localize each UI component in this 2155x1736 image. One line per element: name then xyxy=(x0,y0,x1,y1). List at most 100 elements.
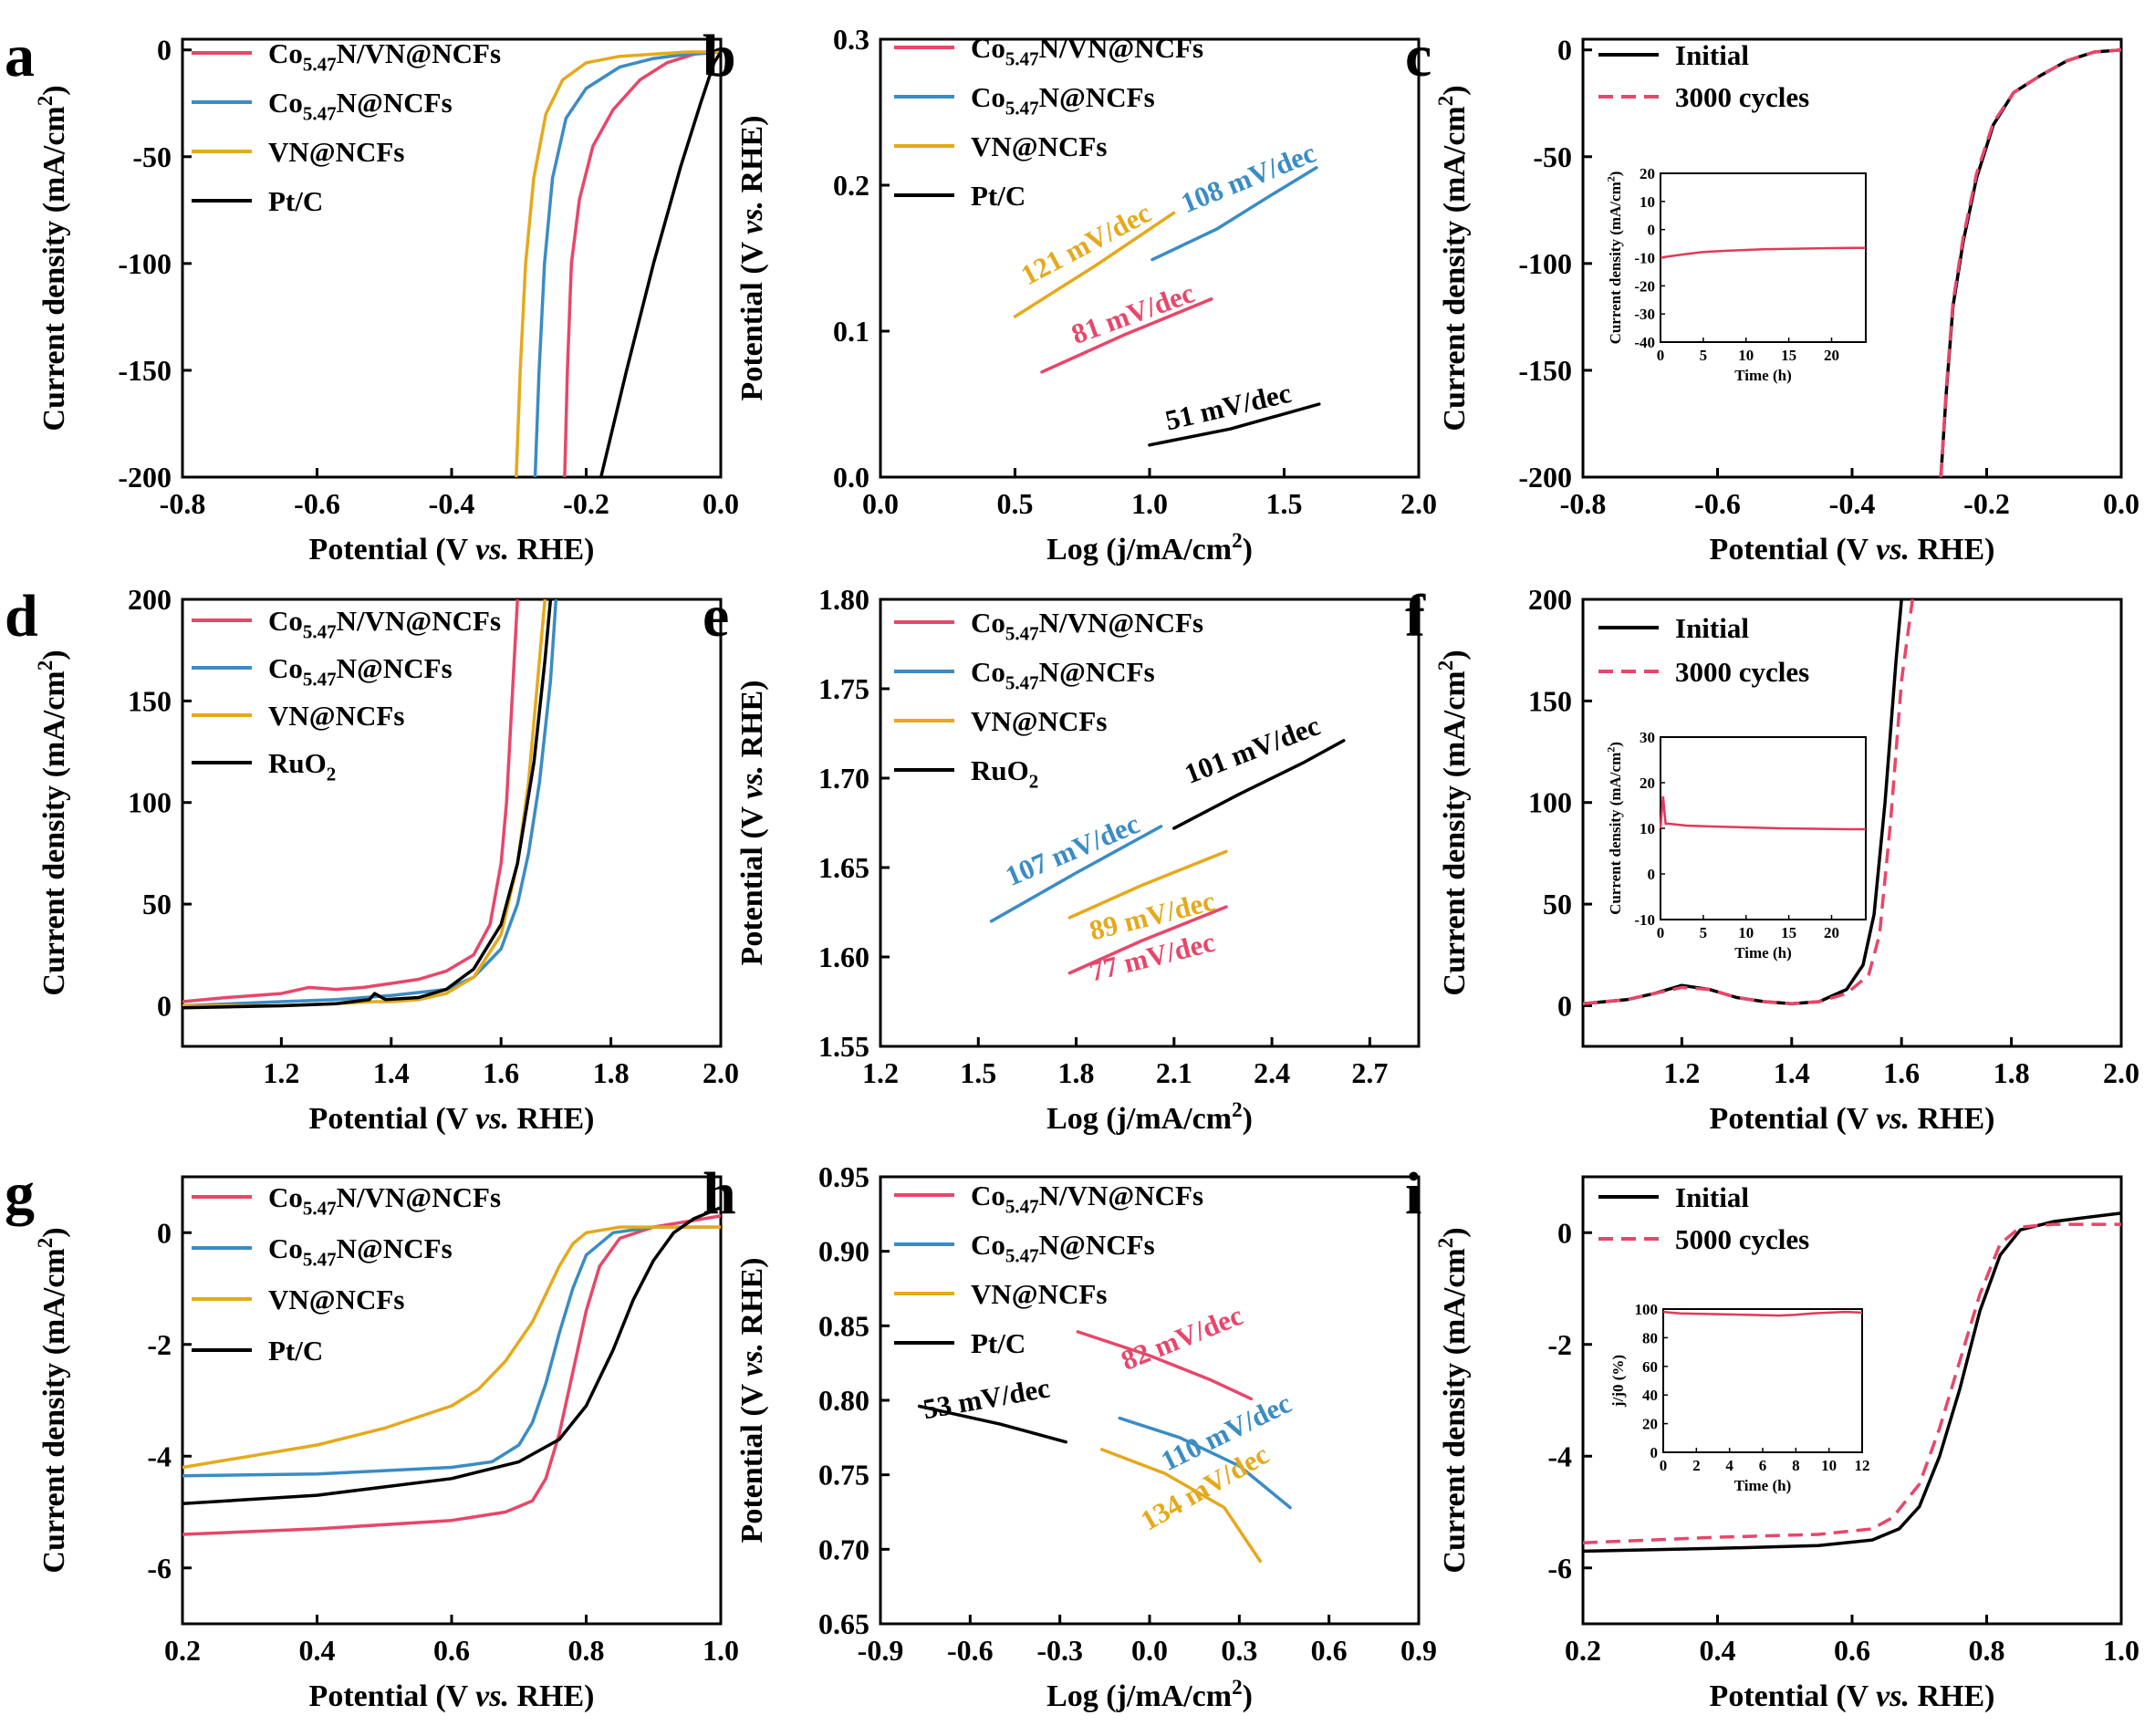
series-line-ruo2 xyxy=(182,599,553,1010)
y-tick-label: 0 xyxy=(157,989,172,1022)
panel-letter: h xyxy=(703,1160,736,1227)
panel-i: 0.2 0.4 0.6 0.8 1.0 0 -2 -4 -6 Potential (V vs. R… xyxy=(1405,1160,2139,1713)
y-tick-label: -2 xyxy=(1547,1328,1572,1361)
y-tick-label: 0.80 xyxy=(818,1384,869,1417)
x-tick-label: 1.6 xyxy=(483,1056,519,1089)
text-run: Potential (V xyxy=(1710,1102,1877,1136)
panel-b: 0.0 0.5 1.0 1.5 2.0 0.0 0.1 0.2 0.3 Log (j/mA/cm2… xyxy=(703,23,1437,567)
inset-y-tick-label: 30 xyxy=(1640,729,1655,746)
y-axis-label: Potential (V vs. RHE) xyxy=(735,681,769,966)
y-tick-label: 0.2 xyxy=(833,169,869,202)
text-run: 2 xyxy=(34,96,57,107)
legend-label: 3000 cycles xyxy=(1675,81,1809,113)
text-run: Current density (mA/ xyxy=(37,145,71,431)
text-run: 5000 cycles xyxy=(1675,1223,1809,1255)
panel-letter: c xyxy=(1405,23,1431,89)
text-run: RHE) xyxy=(735,116,769,202)
legend-label: Initial xyxy=(1675,612,1749,644)
y-axis-label: Current density (mA/cm2) xyxy=(34,650,71,995)
inset-x-tick-label: 5 xyxy=(1700,347,1708,364)
slope-annotation: 51 mV/dec xyxy=(1162,377,1295,437)
panel-letter: d xyxy=(5,583,38,650)
text-run: ) xyxy=(1243,1102,1253,1136)
text-run: cm xyxy=(1438,1248,1472,1287)
text-run: ) xyxy=(1243,533,1253,567)
y-axis-label: Current density (mA/cm2) xyxy=(1434,650,1472,995)
y-tick-label: -100 xyxy=(118,247,172,280)
legend-label: 3000 cycles xyxy=(1675,656,1809,688)
y-tick-label: -6 xyxy=(1547,1552,1572,1585)
text-run: N/VN@NCFs xyxy=(337,37,501,69)
text-run: RHE) xyxy=(1910,1679,1995,1713)
slope-annotation: 121 mV/dec xyxy=(1015,196,1156,291)
series-line-co5-47n-vn-ncfs xyxy=(182,599,519,1003)
inset-plot: 0 2 4 6 8 10 12 100 80 60 40 20 0 Time (h) j/j0 (%) xyxy=(1609,1301,1870,1494)
series-group xyxy=(1939,47,2121,477)
x-tick-label: 2.4 xyxy=(1254,1056,1290,1089)
text-run: 5.47 xyxy=(1005,623,1039,645)
inset-series-line xyxy=(1659,795,1866,831)
inset-y-tick-label: 10 xyxy=(1640,193,1655,211)
legend-label: Co5.47N@NCFs xyxy=(971,81,1155,120)
series-line-pt-c xyxy=(599,50,721,477)
x-axis-label: Potential (V vs. RHE) xyxy=(1710,533,1995,567)
inset-series-line xyxy=(1662,1310,1863,1317)
inset-x-tick-label: 4 xyxy=(1725,1457,1733,1474)
plot-frame xyxy=(181,598,723,1048)
text-run: ) xyxy=(1438,650,1472,660)
text-run: cm xyxy=(1192,533,1232,567)
text-run: N@NCFs xyxy=(1039,656,1155,688)
y-tick-label: 100 xyxy=(1528,786,1572,819)
text-run: N/VN@NCFs xyxy=(337,605,501,637)
panel-letter: i xyxy=(1405,1160,1421,1227)
panel-e: 1.2 1.5 1.8 2.1 2.4 2.7 1.55 1.60 1.65 1.70 1.75 1.… xyxy=(703,583,1421,1136)
x-axis-label: Potential (V vs. RHE) xyxy=(309,1679,595,1713)
text-run: Current density (mA/ xyxy=(37,1287,71,1573)
y-tick-label: 200 xyxy=(1528,583,1572,616)
x-tick-label: 2.7 xyxy=(1351,1056,1388,1089)
y-tick-label: 0.70 xyxy=(818,1533,869,1565)
y-tick-label: 200 xyxy=(128,583,172,616)
legend-label: RuO2 xyxy=(268,747,336,785)
text-run: 2 xyxy=(327,764,337,785)
x-tick-label: 1.8 xyxy=(593,1056,630,1089)
slope-annotation: 81 mV/dec xyxy=(1067,276,1199,350)
x-tick-label: 1.2 xyxy=(862,1056,899,1089)
slope-annotation: 53 mV/dec xyxy=(921,1371,1052,1425)
legend-label: Initial xyxy=(1675,1181,1749,1213)
y-tick-label: 0.95 xyxy=(818,1160,869,1193)
text-run: 2 xyxy=(1232,529,1243,552)
text-run: N@NCFs xyxy=(337,1232,453,1264)
text-run: Current density (mA/ xyxy=(1438,1287,1472,1573)
text-run: ) xyxy=(1243,1679,1253,1713)
x-tick-label: -0.2 xyxy=(1963,487,2010,520)
text-run: 3000 cycles xyxy=(1675,656,1809,688)
text-run: 2 xyxy=(1232,1098,1243,1121)
text-run: cm xyxy=(1438,106,1472,145)
x-tick-label: 1.0 xyxy=(703,1634,739,1667)
text-run: RuO xyxy=(268,747,327,779)
series-line-3000-cycles xyxy=(1583,599,1914,1005)
series-line-5000-cycles xyxy=(1583,1222,2121,1544)
legend-label: Co5.47N@NCFs xyxy=(268,1232,453,1271)
text-run: VN@NCFs xyxy=(268,700,404,732)
y-axis-label: Current density (mA/cm2) xyxy=(1434,85,1472,431)
legend-label: Pt/C xyxy=(971,180,1025,212)
y-tick-label: 0 xyxy=(157,1216,172,1249)
y-tick-label: -4 xyxy=(1547,1440,1572,1472)
text-run: vs. xyxy=(475,533,509,567)
text-run: RHE) xyxy=(1910,1102,1995,1136)
x-tick-label: 2.0 xyxy=(703,1056,739,1089)
series-line-vn-ncfs xyxy=(182,1225,721,1470)
series-line-co5-47n-ncfs xyxy=(533,50,721,477)
series-line-co5-47n-ncfs xyxy=(1118,1416,1292,1510)
text-run: 5.47 xyxy=(1005,1245,1039,1267)
inset-x-tick-label: 15 xyxy=(1781,347,1796,364)
inset-y-tick-label: 0 xyxy=(1648,222,1656,239)
x-axis-label: Log (j/mA/cm2) xyxy=(1046,529,1253,567)
x-tick-label: 1.0 xyxy=(1131,487,1168,520)
y-tick-label: -100 xyxy=(1518,247,1572,280)
text-run: 5.47 xyxy=(1005,1196,1039,1218)
y-axis-label: Potential (V vs. RHE) xyxy=(735,1258,769,1544)
series-group xyxy=(1013,166,1321,447)
